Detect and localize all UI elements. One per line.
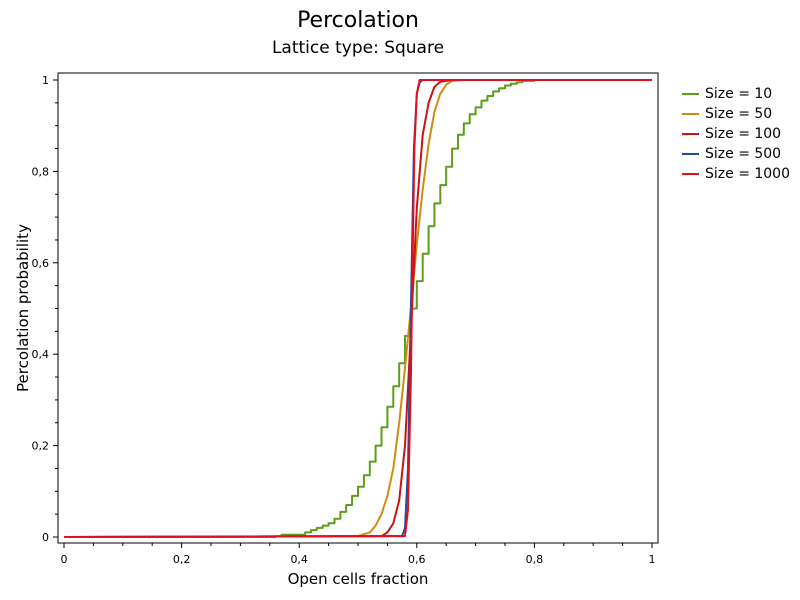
legend-label: Size = 10 (705, 86, 773, 102)
legend-swatch (682, 173, 699, 175)
legend-label: Size = 100 (705, 126, 782, 142)
y-tick-label: 0 (42, 531, 49, 544)
chart-legend: Size = 10 Size = 50 Size = 100 Size = 500 Si… (682, 84, 790, 184)
legend-swatch (682, 113, 699, 115)
series-line-size-50 (63, 79, 652, 538)
series-line-size-10 (64, 79, 652, 538)
y-tick-label: 0,2 (32, 440, 50, 453)
series-line-size-1000 (63, 79, 652, 538)
legend-label: Size = 500 (705, 146, 782, 162)
legend-item: Size = 50 (682, 104, 790, 124)
series-line-size-100 (63, 79, 652, 538)
legend-item: Size = 10 (682, 84, 790, 104)
legend-label: Size = 1000 (705, 166, 790, 182)
x-tick-label: 0,2 (173, 553, 191, 566)
chart-subtitle: Lattice type: Square (271, 38, 445, 58)
y-axis-label: Percolation probability (14, 224, 32, 392)
y-tick-label: 0,4 (32, 348, 50, 361)
y-tick-label: 1 (42, 74, 49, 87)
x-tick-label: 0 (61, 553, 68, 566)
x-tick-label: 0,6 (408, 553, 426, 566)
legend-item: Size = 1000 (682, 164, 790, 184)
legend-swatch (682, 93, 699, 95)
legend-label: Size = 50 (705, 106, 773, 122)
y-tick-label: 0,8 (32, 165, 50, 178)
x-axis-label: Open cells fraction (288, 570, 429, 588)
x-tick-label: 0,8 (526, 553, 544, 566)
x-tick-label: 1 (649, 553, 656, 566)
legend-item: Size = 100 (682, 124, 790, 144)
plot-frame (57, 72, 659, 544)
legend-swatch (682, 153, 699, 155)
y-tick-label: 0,6 (32, 257, 50, 270)
series-line-size-500 (63, 79, 652, 538)
chart-title: Percolation (297, 8, 419, 33)
legend-swatch (682, 133, 699, 135)
x-tick-label: 0,4 (290, 553, 308, 566)
legend-item: Size = 500 (682, 144, 790, 164)
